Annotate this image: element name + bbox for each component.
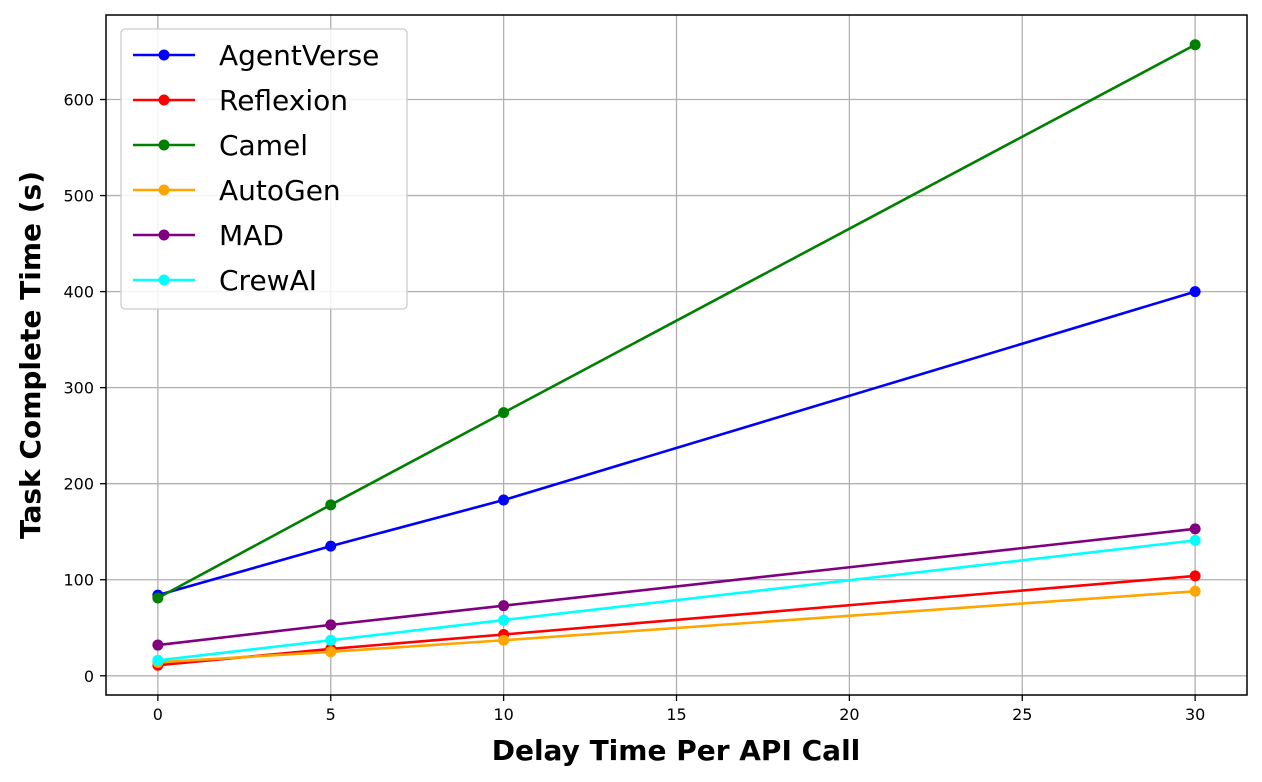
legend: AgentVerse Reflexion Camel AutoGen MAD CrewAI [120,28,408,310]
legend-item-autogen: AutoGen [133,174,341,207]
series-line-crewai [157,539,1196,662]
series-line-autogen [157,589,1196,664]
legend-item-reflexion: Reflexion [133,84,348,117]
x-axis-title: Delay Time Per API Call [492,734,861,767]
data-point-reflexion [1189,570,1201,582]
y-tick-label: 400 [63,283,94,302]
data-point-mad [152,639,164,651]
legend-marker-crewai [158,274,170,286]
data-point-crewai [152,654,164,666]
data-point-mad [1189,523,1201,535]
legend-label-agentverse: AgentVerse [219,39,379,72]
data-point-crewai [325,634,337,646]
series-line-camel [157,43,1196,600]
legend-label-camel: Camel [219,129,308,162]
legend-item-mad: MAD [133,219,284,252]
legend-item-agentverse: AgentVerse [133,39,379,72]
data-point-crewai [1189,534,1201,546]
y-tick-label: 500 [63,187,94,206]
data-point-camel [1189,39,1201,51]
series-line-agentverse [157,290,1196,597]
data-point-autogen [1189,585,1201,597]
legend-label-reflexion: Reflexion [219,84,348,117]
series-camel [152,39,1201,604]
legend-item-crewai: CrewAI [133,264,317,297]
series-mad [152,523,1201,651]
y-tick-label: 300 [63,379,94,398]
x-tick-label: 25 [1012,705,1032,724]
data-point-camel [498,407,510,419]
x-tick-label: 20 [839,705,859,724]
legend-marker-mad [158,229,170,241]
data-point-autogen [498,634,510,646]
series-line-mad [157,527,1196,647]
legend-label-autogen: AutoGen [219,174,341,207]
x-tick-label: 15 [666,705,686,724]
x-tick-label: 5 [326,705,336,724]
legend-item-camel: Camel [133,129,308,162]
y-tick-label: 0 [84,667,94,686]
y-tick-label: 600 [63,91,94,110]
legend-marker-autogen [158,184,170,196]
x-axis-ticks: 0 5 10 15 20 25 30 [153,695,1205,724]
x-tick-label: 0 [153,705,163,724]
data-point-crewai [498,614,510,626]
legend-marker-agentverse [158,49,170,61]
x-tick-label: 10 [493,705,513,724]
series-crewai [152,534,1201,666]
data-point-mad [498,600,510,612]
x-tick-label: 30 [1185,705,1205,724]
legend-label-mad: MAD [219,219,284,252]
y-tick-label: 100 [63,571,94,590]
y-axis-title: Task Complete Time (s) [14,171,47,539]
data-point-agentverse [325,540,337,552]
data-point-camel [152,592,164,604]
data-point-mad [325,619,337,631]
y-axis-ticks: 0 100 200 300 400 500 600 [63,91,106,686]
data-point-autogen [325,646,337,658]
legend-marker-camel [158,139,170,151]
data-point-agentverse [1189,286,1201,298]
legend-marker-reflexion [158,94,170,106]
data-point-agentverse [498,494,510,506]
legend-label-crewai: CrewAI [219,264,317,297]
y-tick-label: 200 [63,475,94,494]
series-group [152,39,1201,671]
data-point-camel [325,499,337,511]
